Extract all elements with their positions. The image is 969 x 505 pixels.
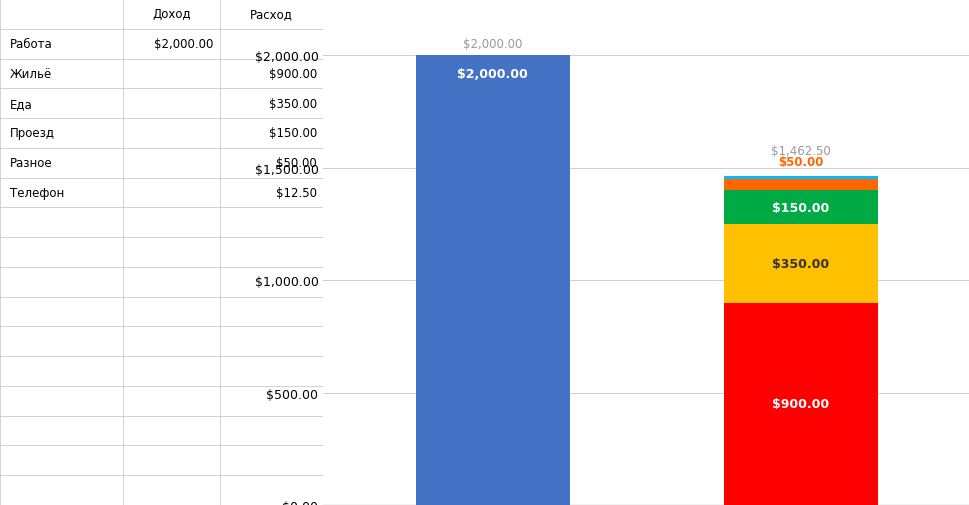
Text: $150.00: $150.00 [268,127,317,140]
Text: Телефон: Телефон [10,187,64,199]
Bar [723,180,877,191]
Bar [723,303,877,505]
Text: $1,462.50: $1,462.50 [770,145,829,158]
Text: Проезд: Проезд [10,127,54,140]
Text: $2,000.00: $2,000.00 [154,38,213,51]
Text: $50.00: $50.00 [276,157,317,170]
Text: $50.00: $50.00 [777,156,823,169]
Text: Еда: Еда [10,97,32,111]
Text: $12.50: $12.50 [275,187,317,199]
Text: $350.00: $350.00 [268,97,317,111]
Text: $900.00: $900.00 [771,397,828,411]
Text: Работа: Работа [10,38,52,51]
Text: Разное: Разное [10,157,52,170]
Text: Жильё: Жильё [10,68,52,81]
Text: $150.00: $150.00 [771,201,828,214]
Text: $2,000.00: $2,000.00 [456,68,527,81]
Bar [723,191,877,224]
Text: $350.00: $350.00 [771,257,828,270]
Text: $900.00: $900.00 [268,68,317,81]
Text: $2,000.00: $2,000.00 [462,37,522,50]
Text: Доход: Доход [152,9,191,21]
Bar [723,177,877,180]
Text: Расход: Расход [250,9,293,21]
Bar [416,56,569,505]
Bar [723,224,877,303]
